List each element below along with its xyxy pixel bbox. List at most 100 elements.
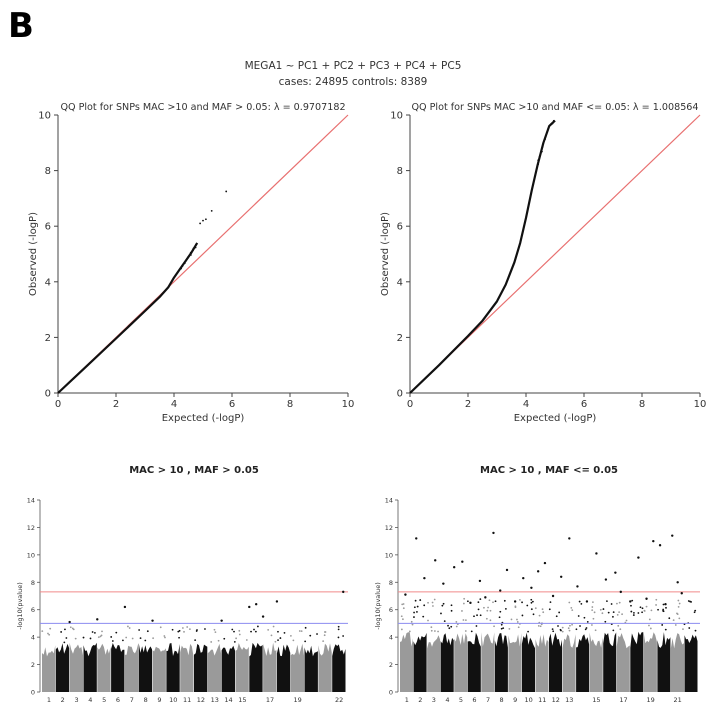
snp-point: [534, 607, 537, 610]
snp-point: [516, 621, 519, 623]
top-hit-point: [261, 615, 265, 618]
outlier-point: [202, 219, 204, 222]
snp-point: [693, 611, 696, 614]
top-hit-point: [568, 537, 571, 540]
snp-point: [270, 634, 273, 637]
snp-point: [49, 627, 52, 630]
snp-point: [604, 620, 607, 623]
chromosome-points: [152, 646, 166, 692]
snp-point: [290, 634, 292, 637]
snp-point: [539, 625, 542, 628]
snp-point: [662, 608, 665, 611]
y-tick-label: 8: [389, 579, 393, 587]
snp-point: [316, 633, 318, 635]
qq-plot-2: QQ Plot for SNPs MAC >10 and MAF <= 0.05…: [380, 102, 706, 424]
snp-point: [569, 624, 571, 627]
snp-point: [601, 612, 604, 615]
snp-point: [462, 602, 465, 605]
snp-point: [122, 639, 124, 642]
snp-point: [441, 604, 444, 607]
snp-point: [479, 614, 482, 617]
snp-point: [138, 629, 141, 631]
snp-point: [502, 627, 505, 630]
snp-point: [223, 637, 226, 640]
snp-point: [178, 636, 180, 639]
snp-point: [464, 619, 467, 622]
top-hit-point: [484, 596, 487, 599]
outlier-point: [225, 190, 228, 193]
top-hit-point: [619, 590, 622, 594]
snp-point: [181, 627, 184, 629]
chromosome-label: 3: [74, 696, 78, 704]
top-hit-point: [254, 603, 258, 606]
snp-point: [298, 630, 301, 632]
chromosome-points: [249, 642, 263, 692]
snp-point: [74, 637, 77, 640]
y-tick-label: 4: [45, 277, 51, 288]
manhattan-title: MAC > 10 , MAF > 0.05: [129, 465, 259, 476]
chromosome-label: 17: [619, 696, 627, 704]
y-tick-label: 2: [31, 661, 35, 669]
chromosome-label: 15: [238, 696, 246, 704]
y-axis-label: -log10(pvalue): [374, 582, 382, 629]
snp-point: [462, 619, 465, 621]
chromosome-points: [643, 632, 657, 692]
chromosome-points: [562, 634, 576, 692]
snp-point: [450, 604, 453, 607]
snp-point: [521, 614, 524, 617]
snp-point: [443, 620, 446, 623]
observed-point: [190, 254, 192, 256]
snp-point: [337, 625, 340, 628]
model-formula: MEGA1 ~ PC1 + PC2 + PC3 + PC4 + PC5: [244, 60, 462, 72]
chromosome-points: [263, 642, 277, 692]
top-hit-point: [658, 544, 662, 547]
snp-point: [568, 629, 571, 632]
snp-point: [245, 639, 248, 641]
snp-point: [171, 628, 174, 631]
snp-point: [342, 635, 345, 637]
snp-point: [447, 624, 449, 627]
snp-point: [538, 614, 541, 617]
snp-point: [500, 623, 503, 626]
x-tick-label: 4: [171, 399, 177, 410]
chromosome-points: [630, 631, 644, 692]
chromosome-label: 13: [565, 696, 573, 704]
snp-point: [470, 630, 473, 633]
snp-point: [91, 631, 94, 633]
observed-point: [548, 125, 551, 127]
snp-point: [410, 620, 413, 623]
top-hit-point: [614, 571, 617, 574]
snp-point: [639, 606, 642, 609]
y-axis-label: -log10(pvalue): [16, 582, 24, 629]
top-hit-point: [452, 566, 456, 569]
snp-point: [555, 615, 558, 618]
y-tick-label: 6: [45, 222, 51, 233]
snp-point: [254, 630, 257, 633]
snp-point: [64, 628, 66, 631]
snp-point: [612, 611, 615, 614]
snp-point: [655, 598, 658, 601]
snp-point: [60, 631, 63, 633]
snp-point: [414, 599, 417, 602]
snp-point: [322, 640, 325, 643]
snp-point: [214, 631, 217, 634]
snp-point: [559, 628, 562, 631]
snp-point: [527, 630, 529, 633]
chromosome-points: [521, 632, 535, 692]
snp-point: [48, 633, 51, 636]
x-tick-label: 0: [55, 399, 61, 410]
y-tick-label: 12: [385, 524, 393, 532]
chromosome-label: 19: [646, 696, 654, 704]
top-hit-point: [505, 568, 509, 572]
snp-point: [309, 634, 312, 637]
snp-point: [516, 618, 518, 621]
snp-point: [521, 601, 523, 604]
outlier-point: [210, 210, 213, 212]
chromosome-label: 1: [405, 696, 409, 704]
snp-point: [274, 640, 277, 643]
snp-point: [411, 623, 414, 626]
snp-point: [324, 631, 327, 633]
panel-label: B: [8, 6, 34, 46]
snp-point: [279, 637, 282, 639]
